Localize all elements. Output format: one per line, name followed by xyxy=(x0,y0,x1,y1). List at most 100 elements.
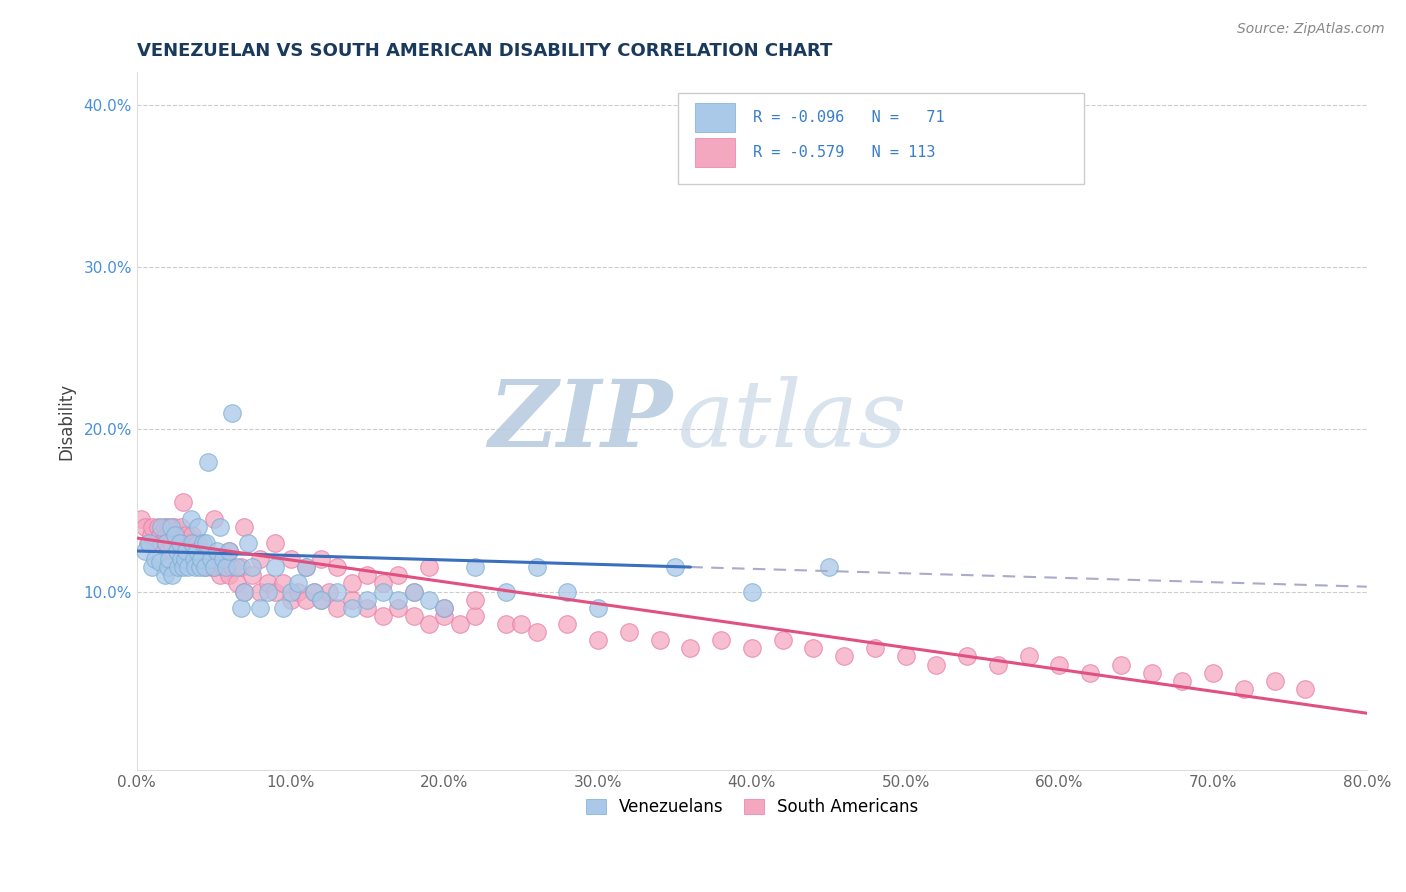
Point xyxy=(225,576,247,591)
Point xyxy=(617,625,640,640)
Point xyxy=(131,511,153,525)
FancyBboxPatch shape xyxy=(695,103,734,132)
Point xyxy=(801,641,824,656)
Point xyxy=(340,592,363,607)
Point xyxy=(233,519,256,533)
Point xyxy=(387,592,409,607)
Point xyxy=(181,528,204,542)
Point xyxy=(371,584,394,599)
Point xyxy=(326,600,349,615)
Point xyxy=(148,519,170,533)
Point xyxy=(526,625,548,640)
Point xyxy=(371,576,394,591)
Point xyxy=(586,600,609,615)
Point xyxy=(193,560,215,574)
Point xyxy=(221,406,243,420)
Point xyxy=(311,592,333,607)
Point xyxy=(311,552,333,566)
Point xyxy=(231,560,253,574)
Point xyxy=(156,519,179,533)
Point xyxy=(138,536,160,550)
Point xyxy=(295,560,318,574)
Point xyxy=(249,584,271,599)
Point xyxy=(141,519,163,533)
Point xyxy=(557,584,579,599)
Point xyxy=(271,576,294,591)
Point xyxy=(169,536,191,550)
Point xyxy=(449,617,471,632)
Point xyxy=(510,617,533,632)
Point xyxy=(1233,681,1256,696)
Point xyxy=(159,519,181,533)
Point xyxy=(179,536,201,550)
Text: VENEZUELAN VS SOUTH AMERICAN DISABILITY CORRELATION CHART: VENEZUELAN VS SOUTH AMERICAN DISABILITY … xyxy=(136,42,832,60)
Point xyxy=(371,608,394,623)
Point xyxy=(174,544,197,558)
Point xyxy=(180,544,202,558)
Point xyxy=(464,592,486,607)
Point xyxy=(236,536,259,550)
Point xyxy=(356,600,378,615)
Point xyxy=(173,536,195,550)
Point xyxy=(180,511,202,525)
Point xyxy=(586,633,609,648)
Point xyxy=(183,552,205,566)
Point xyxy=(1171,673,1194,688)
Point xyxy=(157,552,180,566)
Point xyxy=(155,536,177,550)
FancyBboxPatch shape xyxy=(678,94,1084,184)
Point xyxy=(153,519,176,533)
Point xyxy=(387,600,409,615)
Legend: Venezuelans, South Americans: Venezuelans, South Americans xyxy=(578,789,927,824)
Point xyxy=(176,544,198,558)
Point xyxy=(172,560,194,574)
Point xyxy=(184,544,207,558)
Point xyxy=(150,519,173,533)
Point xyxy=(249,600,271,615)
Point xyxy=(157,528,180,542)
Point xyxy=(172,495,194,509)
Point xyxy=(710,633,733,648)
Point xyxy=(205,552,228,566)
Point xyxy=(165,528,187,542)
Point xyxy=(197,552,219,566)
Point xyxy=(233,584,256,599)
Point xyxy=(218,544,240,558)
Point xyxy=(318,584,340,599)
Point xyxy=(208,519,231,533)
Point xyxy=(280,592,302,607)
Text: ZIP: ZIP xyxy=(488,376,672,467)
Point xyxy=(264,536,287,550)
Point xyxy=(1078,665,1101,680)
Point xyxy=(925,657,948,672)
Point xyxy=(495,584,517,599)
Point xyxy=(1109,657,1132,672)
Point xyxy=(418,560,440,574)
Point xyxy=(1294,681,1316,696)
Point xyxy=(987,657,1010,672)
Point xyxy=(139,528,162,542)
Point xyxy=(1140,665,1163,680)
Point xyxy=(433,600,456,615)
Point xyxy=(156,544,179,558)
Point xyxy=(200,560,222,574)
Point xyxy=(402,584,425,599)
Point xyxy=(149,528,172,542)
Point xyxy=(464,560,486,574)
Point xyxy=(190,552,212,566)
Point xyxy=(156,560,179,574)
Point xyxy=(186,544,208,558)
Point xyxy=(225,560,247,574)
Point xyxy=(197,455,219,469)
Point xyxy=(402,584,425,599)
Point xyxy=(287,584,309,599)
Point xyxy=(150,536,173,550)
Point xyxy=(240,568,263,582)
Point xyxy=(1018,649,1040,664)
Point xyxy=(679,641,702,656)
Point xyxy=(356,592,378,607)
Point xyxy=(356,568,378,582)
Point xyxy=(176,560,198,574)
Point xyxy=(155,528,177,542)
Point xyxy=(134,544,156,558)
